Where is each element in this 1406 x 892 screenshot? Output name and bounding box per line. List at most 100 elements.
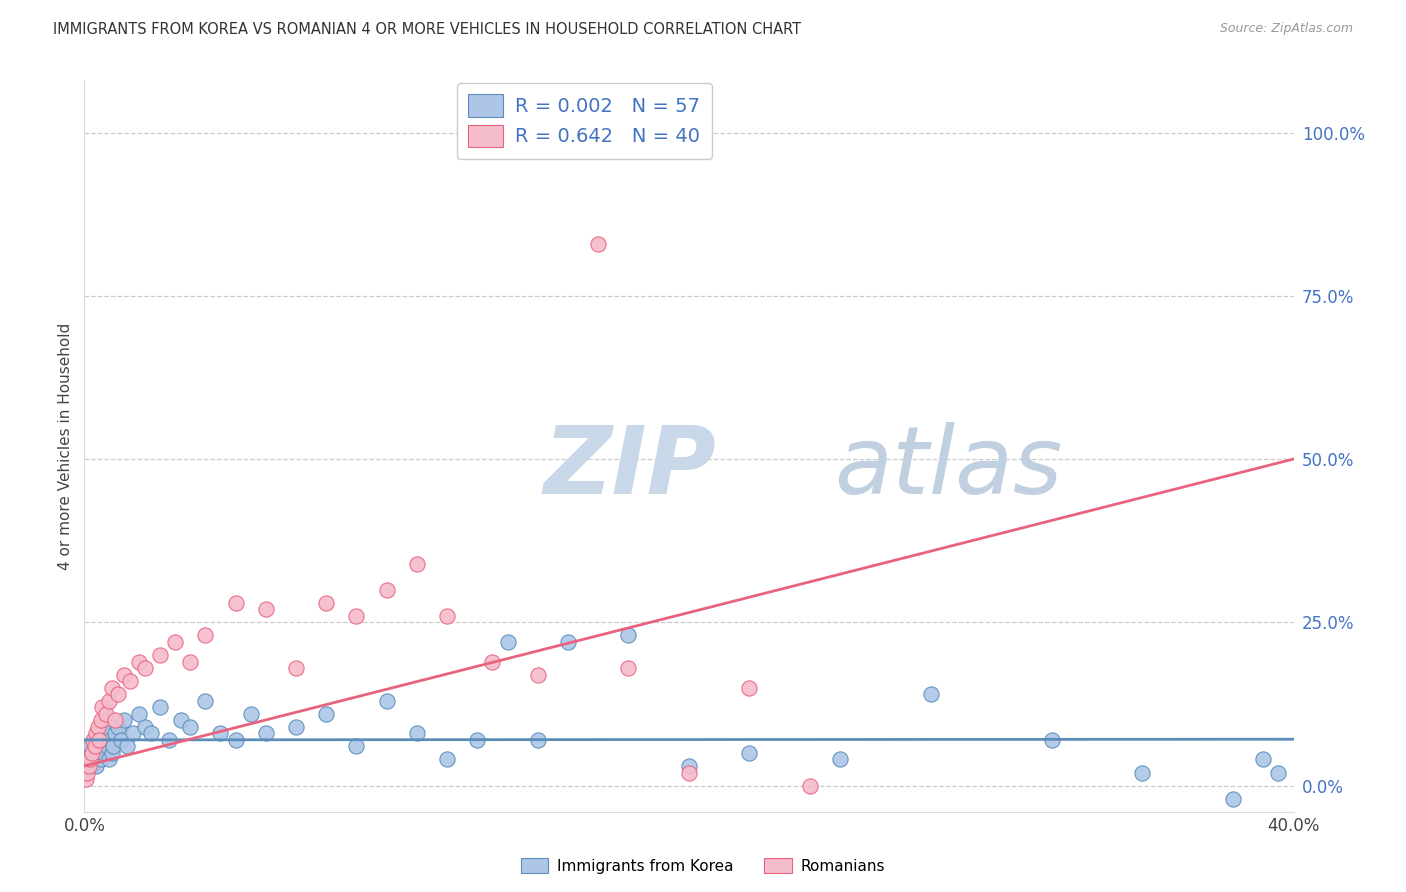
Point: [315, 706, 337, 721]
Point: [100, 681, 122, 695]
Point: [90, 714, 112, 728]
Point: [481, 655, 503, 669]
Point: [80, 759, 103, 773]
Point: [87, 746, 110, 760]
Point: [1222, 791, 1244, 805]
Point: [346, 739, 368, 754]
Point: [97, 752, 120, 766]
Point: [315, 596, 337, 610]
Point: [194, 694, 217, 708]
Point: [134, 661, 156, 675]
Point: [118, 674, 141, 689]
Point: [84, 739, 107, 754]
Point: [225, 596, 247, 610]
Point: [80, 746, 103, 760]
Point: [139, 726, 162, 740]
Legend: R = 0.002   N = 57, R = 0.642   N = 40: R = 0.002 N = 57, R = 0.642 N = 40: [457, 83, 711, 159]
Point: [107, 720, 129, 734]
Point: [1040, 732, 1063, 747]
Point: [170, 714, 193, 728]
Point: [738, 746, 761, 760]
Point: [179, 720, 201, 734]
Point: [134, 720, 156, 734]
Point: [1253, 752, 1275, 766]
Point: [104, 726, 127, 740]
Point: [128, 706, 150, 721]
Point: [94, 726, 117, 740]
Point: [375, 694, 398, 708]
Point: [678, 765, 700, 780]
Point: [1267, 765, 1289, 780]
Text: ZIP: ZIP: [544, 422, 717, 514]
Point: [149, 648, 172, 662]
Point: [76, 746, 98, 760]
Point: [678, 759, 700, 773]
Point: [436, 608, 458, 623]
Point: [1132, 765, 1154, 780]
Point: [77, 759, 100, 773]
Point: [115, 739, 138, 754]
Point: [346, 608, 368, 623]
Point: [406, 557, 429, 571]
Point: [121, 726, 143, 740]
Point: [179, 655, 201, 669]
Point: [617, 628, 640, 642]
Point: [157, 732, 180, 747]
Point: [112, 714, 135, 728]
Point: [82, 746, 104, 760]
Point: [436, 752, 458, 766]
Point: [254, 726, 277, 740]
Point: [89, 732, 111, 747]
Point: [799, 779, 821, 793]
Point: [406, 726, 429, 740]
Point: [101, 739, 124, 754]
Point: [112, 667, 135, 681]
Point: [920, 687, 942, 701]
Point: [97, 694, 120, 708]
Point: [84, 752, 107, 766]
Point: [79, 739, 101, 754]
Point: [76, 765, 98, 780]
Point: [467, 732, 489, 747]
Point: [93, 746, 115, 760]
Point: [285, 661, 308, 675]
Point: [557, 635, 579, 649]
Point: [527, 732, 550, 747]
Point: [77, 752, 100, 766]
Point: [285, 720, 308, 734]
Point: [91, 700, 114, 714]
Point: [87, 720, 110, 734]
Point: [82, 732, 104, 747]
Point: [96, 739, 118, 754]
Point: [239, 706, 262, 721]
Point: [104, 714, 127, 728]
Point: [75, 759, 97, 773]
Point: [90, 752, 112, 766]
Point: [79, 752, 101, 766]
Point: [194, 628, 217, 642]
Text: IMMIGRANTS FROM KOREA VS ROMANIAN 4 OR MORE VEHICLES IN HOUSEHOLD CORRELATION CH: IMMIGRANTS FROM KOREA VS ROMANIAN 4 OR M…: [53, 22, 801, 37]
Point: [830, 752, 852, 766]
Point: [89, 732, 111, 747]
Point: [209, 726, 232, 740]
Text: atlas: atlas: [834, 423, 1063, 514]
Point: [107, 687, 129, 701]
Point: [738, 681, 761, 695]
Text: Source: ZipAtlas.com: Source: ZipAtlas.com: [1219, 22, 1353, 36]
Point: [617, 661, 640, 675]
Legend: Immigrants from Korea, Romanians: Immigrants from Korea, Romanians: [515, 852, 891, 880]
Y-axis label: 4 or more Vehicles in Household: 4 or more Vehicles in Household: [58, 322, 73, 570]
Point: [165, 635, 187, 649]
Point: [100, 746, 122, 760]
Point: [375, 582, 398, 597]
Point: [496, 635, 519, 649]
Point: [98, 732, 121, 747]
Point: [149, 700, 172, 714]
Point: [110, 732, 132, 747]
Point: [588, 236, 610, 251]
Point: [128, 655, 150, 669]
Point: [86, 759, 108, 773]
Point: [91, 739, 114, 754]
Point: [225, 732, 247, 747]
Point: [254, 602, 277, 616]
